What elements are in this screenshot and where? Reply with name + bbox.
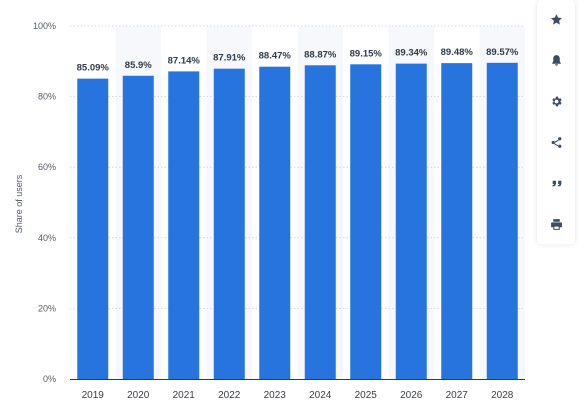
gear-icon: [551, 96, 562, 106]
y-axis-tick-labels: 0% 20% 40% 60% 80% 100%: [33, 21, 56, 384]
x-tick-label: 2020: [127, 390, 150, 401]
x-tick-label: 2023: [264, 390, 287, 401]
data-label: 88.87%: [304, 49, 337, 60]
bar[interactable]: [77, 78, 109, 380]
chart-toolbar: [537, 0, 575, 244]
share-button[interactable]: [537, 123, 575, 161]
data-label: 89.15%: [350, 48, 383, 59]
data-label: 85.09%: [77, 63, 110, 74]
y-tick-label: 0%: [43, 374, 56, 384]
y-tick-label: 100%: [33, 21, 56, 31]
share-icon: [551, 136, 561, 148]
print-button[interactable]: [537, 205, 575, 243]
data-labels: 85.09% 85.9% 87.14% 87.91% 88.47% 88.87% 89.15…: [77, 47, 519, 74]
favorite-button[interactable]: [537, 0, 575, 38]
quote-icon: [551, 180, 561, 186]
settings-button[interactable]: [537, 82, 575, 120]
x-tick-label: 2026: [400, 390, 423, 401]
bar[interactable]: [350, 64, 382, 379]
x-tick-label: 2027: [446, 390, 469, 401]
bar[interactable]: [304, 65, 336, 379]
print-icon: [550, 218, 562, 230]
x-tick-label: 2019: [82, 390, 105, 401]
x-tick-label: 2028: [491, 390, 514, 401]
y-tick-label: 60%: [38, 162, 56, 172]
x-axis-tick-labels: 2019 2020 2021 2022 2023 2024 2025 2026 2027 2028: [82, 390, 514, 401]
bar[interactable]: [259, 66, 291, 379]
y-tick-label: 40%: [38, 233, 56, 243]
x-tick-label: 2025: [355, 390, 378, 401]
x-tick-label: 2021: [173, 390, 196, 401]
data-label: 89.34%: [395, 48, 428, 59]
bars: [77, 62, 518, 380]
cite-button[interactable]: [537, 164, 575, 202]
y-tick-label: 20%: [38, 303, 56, 313]
bar[interactable]: [441, 63, 473, 380]
data-label: 85.9%: [125, 60, 152, 71]
bar[interactable]: [486, 62, 518, 379]
notification-button[interactable]: [537, 41, 575, 79]
y-axis-title: Share of users: [14, 174, 24, 233]
data-label: 89.48%: [441, 47, 474, 58]
x-tick-label: 2024: [309, 390, 332, 401]
x-tick-label: 2022: [218, 390, 241, 401]
data-label: 87.14%: [168, 55, 201, 66]
data-label: 87.91%: [213, 53, 246, 64]
y-tick-label: 80%: [38, 92, 56, 102]
bar[interactable]: [395, 63, 427, 380]
bell-icon: [551, 54, 561, 66]
data-label: 89.57%: [486, 47, 519, 58]
bar-chart: 0% 20% 40% 60% 80% 100% Share of users 85.09%…: [14, 21, 525, 401]
bar[interactable]: [122, 75, 154, 379]
bar[interactable]: [213, 68, 245, 379]
data-label: 88.47%: [259, 51, 292, 62]
bar[interactable]: [168, 71, 200, 379]
star-icon: [550, 13, 562, 25]
